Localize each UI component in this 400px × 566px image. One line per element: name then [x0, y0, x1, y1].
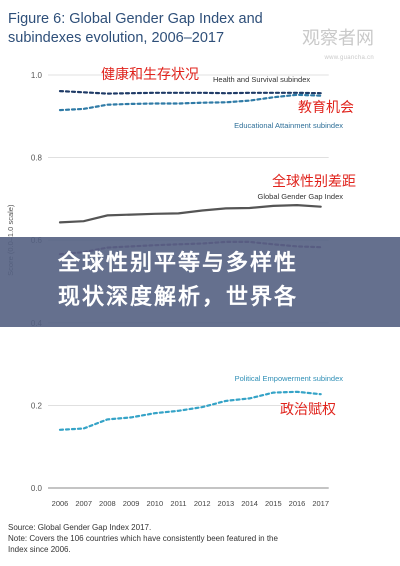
x-tick-label: 2012	[194, 499, 211, 508]
series-line	[58, 390, 322, 431]
watermark-text: 观察者网	[302, 28, 374, 48]
chart-title: Figure 6: Global Gender Gap Index and su…	[8, 11, 263, 46]
watermark-url: www.guancha.cn	[324, 55, 374, 61]
y-tick-label: 0.2	[31, 401, 43, 410]
series-label: Global Gender Gap Index	[258, 192, 344, 201]
series-label-chinese: 全球性别差距	[272, 173, 356, 190]
x-tick-label: 2016	[289, 499, 306, 508]
x-tick-label: 2009	[123, 499, 140, 508]
watermark-logo: 观察者网 www.guancha.cn	[302, 28, 374, 68]
source-note: Source: Global Gender Gap Index 2017.	[8, 523, 152, 532]
y-tick-label: 1.0	[31, 71, 43, 80]
x-tick-label: 2007	[75, 499, 92, 508]
series-line	[58, 203, 322, 224]
overlay-banner-text: 全球性别平等与多样性 现状深度解析，世界各	[58, 251, 299, 310]
series-label-chinese: 教育机会	[298, 100, 354, 116]
series-line	[58, 93, 322, 112]
x-tick-label: 2008	[99, 499, 116, 508]
x-tick-label: 2017	[312, 499, 329, 508]
x-tick-label: 2010	[146, 499, 163, 508]
series-label-chinese: 健康和生存状况	[101, 66, 199, 83]
y-tick-label: 0.0	[31, 484, 43, 493]
x-tick-label: 2015	[265, 499, 282, 508]
coverage-note-continued: Index since 2006.	[8, 545, 71, 554]
x-tick-label: 2011	[170, 499, 186, 508]
series-line	[58, 89, 322, 95]
series-label: Health and Survival subindex	[213, 75, 310, 84]
x-tick-label: 2013	[218, 499, 235, 508]
x-tick-label: 2006	[52, 499, 69, 508]
chart-footer: Source: Global Gender Gap Index 2017. No…	[8, 522, 398, 555]
overlay-banner	[0, 237, 400, 327]
coverage-note: Note: Covers the 106 countries which hav…	[8, 534, 278, 543]
series-label: Educational Attainment subindex	[234, 121, 343, 130]
x-tick-label: 2014	[241, 499, 258, 508]
series-label: Political Empowerment subindex	[235, 374, 344, 383]
series-label-chinese: 政治赋权	[280, 402, 336, 418]
y-tick-label: 0.8	[31, 154, 43, 163]
